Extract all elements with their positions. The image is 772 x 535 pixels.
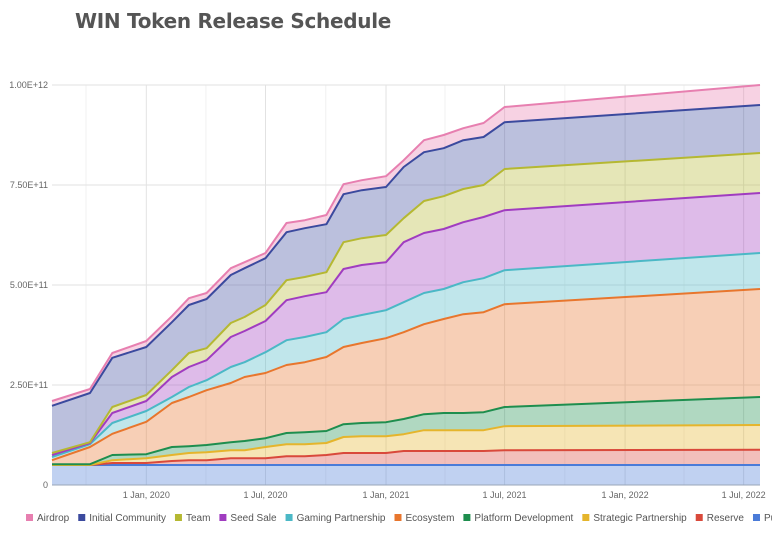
x-tick-label: 1 Jan, 2022 xyxy=(602,490,649,500)
line-gaming-partnership xyxy=(51,252,761,458)
legend-item[interactable]: Platform Development xyxy=(463,513,574,524)
x-tick-label: 1 Jan, 2020 xyxy=(123,490,170,500)
legend-swatch xyxy=(78,514,86,521)
area-initial-community xyxy=(52,105,760,453)
area-reserve xyxy=(52,449,760,465)
legend-item[interactable]: Public Sale xyxy=(752,513,772,524)
legend-item[interactable]: Airdrop xyxy=(26,513,70,524)
line-ecosystem xyxy=(51,288,761,462)
line-reserve xyxy=(52,448,761,466)
area-team xyxy=(52,153,760,455)
legend-label: Airdrop xyxy=(37,513,70,524)
legend-item[interactable]: Ecosystem xyxy=(394,513,455,524)
area-seed-sale xyxy=(52,193,760,457)
legend-swatch xyxy=(26,514,33,521)
area-public-sale xyxy=(52,465,760,485)
legend-label: Team xyxy=(186,513,210,524)
legend-swatch xyxy=(285,514,293,521)
legend-label: Gaming Partnership xyxy=(297,513,386,524)
line-seed-sale xyxy=(51,192,761,456)
y-tick-label: 5.00E+11 xyxy=(10,280,48,290)
legend-swatch xyxy=(695,514,703,521)
y-tick-label: 7.50E+11 xyxy=(10,180,48,190)
legend-item[interactable]: Gaming Partnership xyxy=(285,513,386,524)
legend-label: Strategic Partnership xyxy=(593,513,687,524)
legend-label: Ecosystem xyxy=(406,513,455,524)
legend-item[interactable]: Initial Community xyxy=(78,513,166,524)
legend-item[interactable]: Strategic Partnership xyxy=(582,513,687,524)
legend-item[interactable]: Seed Sale xyxy=(219,513,277,524)
legend-item[interactable]: Reserve xyxy=(695,513,745,524)
legend-swatch xyxy=(219,514,227,521)
legend-label: Initial Community xyxy=(89,513,166,524)
area-ecosystem xyxy=(52,289,760,465)
legend-swatch xyxy=(752,514,760,521)
legend-label: Public Sale xyxy=(764,513,772,524)
x-tick-label: 1 Jul, 2021 xyxy=(483,490,527,500)
area-gaming-partnership xyxy=(52,253,760,461)
legend-label: Reserve xyxy=(707,513,745,524)
legend-label: Platform Development xyxy=(474,513,573,524)
line-platform-development xyxy=(52,396,761,466)
x-tick-label: 1 Jul, 2022 xyxy=(722,490,766,500)
line-strategic-partnership xyxy=(52,424,761,466)
x-tick-label: 1 Jan, 2021 xyxy=(363,490,410,500)
legend-label: Seed Sale xyxy=(230,513,277,524)
chart-title: WIN Token Release Schedule xyxy=(75,9,392,33)
line-team xyxy=(51,152,761,454)
y-tick-label: 1.00E+12 xyxy=(9,80,48,90)
legend: Airdrop Initial Community Team Seed Sale Gam… xyxy=(26,513,772,524)
legend-swatch xyxy=(174,514,182,521)
line-airdrop xyxy=(51,84,761,402)
x-tick-label: 1 Jul, 2020 xyxy=(243,490,287,500)
y-tick-label: 2.50E+11 xyxy=(10,380,48,390)
legend-swatch xyxy=(394,514,402,521)
line-initial-community xyxy=(51,104,761,407)
area-strategic-partnership xyxy=(52,425,760,465)
legend-swatch xyxy=(582,514,590,521)
area-platform-development xyxy=(52,397,760,465)
y-tick-label: 0 xyxy=(43,480,48,490)
legend-swatch xyxy=(463,514,471,521)
legend-item[interactable]: Team xyxy=(174,513,210,524)
